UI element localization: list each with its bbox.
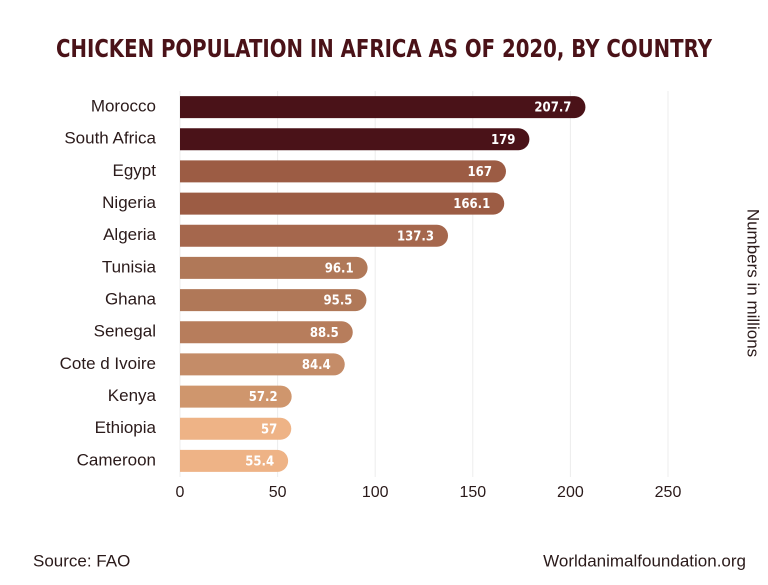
x-tick-label: 150 bbox=[459, 484, 486, 501]
y-tick-label: Tunisia bbox=[102, 257, 157, 276]
bar bbox=[180, 385, 292, 408]
value-label: 137.3 bbox=[397, 229, 434, 244]
y-tick-label: Egypt bbox=[113, 161, 157, 180]
y-tick-label: Cameroon bbox=[77, 450, 156, 469]
bar bbox=[180, 417, 292, 440]
y-tick-label: Ethiopia bbox=[95, 418, 157, 437]
bar bbox=[180, 449, 289, 472]
source: Source: FAO bbox=[33, 551, 130, 570]
credit: Worldanimalfoundation.org bbox=[543, 551, 746, 570]
value-label: 167 bbox=[468, 165, 492, 180]
bar bbox=[180, 224, 449, 247]
bar bbox=[180, 353, 345, 376]
y-tick-label: Morocco bbox=[91, 97, 156, 116]
y-tick-label: Kenya bbox=[108, 386, 157, 405]
y-tick-label: Algeria bbox=[103, 225, 156, 244]
bar bbox=[180, 289, 367, 312]
bar bbox=[180, 256, 368, 279]
value-label: 207.7 bbox=[534, 101, 571, 116]
bar bbox=[180, 192, 505, 215]
y-tick-label: Senegal bbox=[94, 322, 156, 341]
x-tick-label: 0 bbox=[176, 484, 185, 501]
value-label: 96.1 bbox=[325, 261, 354, 276]
value-label: 84.4 bbox=[302, 358, 331, 373]
y-tick-label: Nigeria bbox=[102, 193, 156, 212]
y-tick-label: Ghana bbox=[105, 290, 157, 309]
value-label: 88.5 bbox=[310, 326, 339, 341]
value-label: 55.4 bbox=[245, 454, 274, 469]
bar bbox=[180, 128, 530, 151]
bar bbox=[180, 160, 506, 183]
bar bbox=[180, 321, 353, 344]
value-label: 95.5 bbox=[324, 294, 353, 309]
axis-label: Numbers in millions bbox=[744, 209, 763, 357]
x-tick-label: 100 bbox=[362, 484, 389, 501]
y-tick-label: South Africa bbox=[64, 129, 156, 148]
x-tick-label: 50 bbox=[269, 484, 287, 501]
value-label: 57.2 bbox=[249, 390, 278, 405]
bar bbox=[180, 96, 586, 119]
value-label: 57 bbox=[261, 422, 277, 437]
value-label: 179 bbox=[491, 133, 515, 148]
x-tick-label: 250 bbox=[655, 484, 682, 501]
chart-title: CHICKEN POPULATION IN AFRICA AS OF 2020,… bbox=[56, 34, 713, 63]
y-tick-label: Cote d Ivoire bbox=[60, 354, 156, 373]
x-tick-label: 200 bbox=[557, 484, 584, 501]
value-label: 166.1 bbox=[453, 197, 490, 212]
